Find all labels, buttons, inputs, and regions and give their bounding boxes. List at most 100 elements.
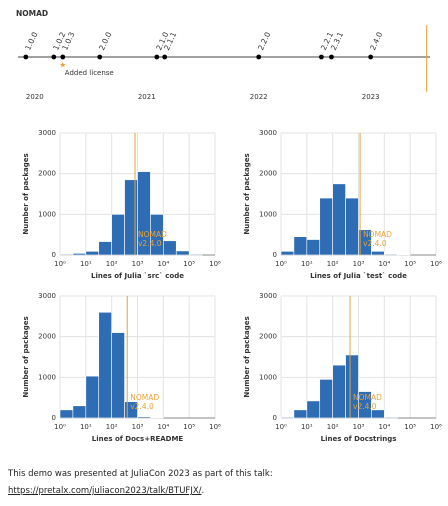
x-tick-label: 10¹ [80, 423, 92, 431]
y-axis-label: Number of packages [22, 316, 30, 397]
reference-label: NOMAD [138, 230, 167, 239]
reference-label: v2.4.0 [138, 239, 162, 248]
bar [124, 401, 138, 419]
bar [280, 416, 295, 419]
x-axis-label: Lines of Docstrings [321, 435, 397, 443]
x-tick-label: 10⁵ [404, 260, 416, 268]
bar [306, 239, 321, 256]
x-tick-label: 10⁵ [183, 423, 195, 431]
y-tick-label: 3000 [38, 129, 56, 137]
y-tick-label: 0 [273, 414, 277, 422]
x-tick-label: 10² [106, 260, 118, 268]
y-tick-label: 2000 [259, 333, 277, 341]
version-dot [256, 54, 262, 60]
version-label: 2.2.0 [256, 30, 272, 51]
y-tick-label: 1000 [259, 210, 277, 218]
reference-label: v2.4.0 [353, 402, 377, 411]
x-tick-label: 10² [327, 423, 339, 431]
bar [59, 253, 74, 256]
x-tick-label: 10⁶ [209, 260, 221, 268]
footer-text: This demo was presented at JuliaCon 2023… [8, 469, 273, 479]
bar [358, 229, 372, 256]
version-label: 2.0.0 [97, 30, 113, 51]
x-tick-label: 10⁴ [378, 423, 390, 431]
y-tick-label: 1000 [259, 373, 277, 381]
x-tick-label: 10³ [353, 260, 365, 268]
x-tick-label: 10⁴ [157, 260, 169, 268]
version-dot [329, 54, 334, 60]
y-tick-label: 0 [52, 414, 56, 422]
bar [137, 416, 151, 419]
bar [72, 253, 87, 256]
x-tick-label: 10⁰ [275, 423, 287, 431]
version-dot [60, 54, 66, 60]
bar [345, 354, 359, 419]
bar [345, 197, 359, 256]
bar [163, 240, 177, 256]
reference-label: NOMAD [353, 393, 382, 402]
x-tick-label: 10⁰ [275, 260, 287, 268]
x-tick-label: 10⁶ [209, 423, 221, 431]
version-dot [23, 54, 29, 60]
footer-link[interactable]: https://pretalx.com/juliacon2023/talk/BT… [8, 486, 202, 496]
y-tick-label: 0 [273, 251, 277, 259]
version-dot [97, 54, 103, 60]
bar [306, 400, 321, 419]
y-tick-label: 3000 [259, 292, 277, 300]
annotation-star: ★ [59, 61, 66, 70]
y-axis-label: Number of packages [22, 153, 30, 234]
bar [358, 391, 372, 419]
x-tick-label: 10⁵ [183, 260, 195, 268]
bar [371, 409, 385, 419]
x-tick-label: 10¹ [301, 260, 313, 268]
bar [98, 241, 112, 256]
footer-after: . [201, 486, 205, 496]
bar [332, 364, 346, 419]
x-tick-label: 2020 [26, 93, 44, 101]
y-tick-label: 3000 [259, 129, 277, 137]
x-tick-label: 10⁵ [404, 423, 416, 431]
reference-label: NOMAD [130, 393, 159, 402]
reference-label: v2.4.0 [130, 402, 154, 411]
x-tick-label: 10⁶ [430, 260, 442, 268]
bar [175, 250, 190, 256]
bar [293, 236, 308, 256]
bar [111, 214, 125, 256]
bar [293, 409, 308, 419]
bar [280, 251, 295, 256]
bar [371, 251, 385, 256]
x-tick-label: 2022 [250, 93, 268, 101]
reference-label: v2.4.0 [363, 239, 387, 248]
version-dot [51, 54, 57, 60]
x-tick-label: 10⁰ [54, 423, 66, 431]
bar [384, 253, 398, 256]
x-tick-label: 10⁴ [157, 423, 169, 431]
x-tick-label: 10³ [132, 260, 144, 268]
y-axis-label: Number of packages [243, 153, 251, 234]
bar [319, 197, 333, 256]
timeline-title: NOMAD [16, 9, 48, 18]
y-tick-label: 3000 [38, 292, 56, 300]
y-tick-label: 1000 [38, 373, 56, 381]
x-tick-label: 10⁰ [54, 260, 66, 268]
bar [332, 183, 346, 256]
x-tick-label: 10³ [132, 423, 144, 431]
y-tick-label: 0 [52, 251, 56, 259]
y-tick-label: 1000 [38, 210, 56, 218]
version-dot [154, 54, 160, 60]
version-dot [319, 54, 324, 60]
x-axis-label: Lines of Julia `test` code [310, 272, 407, 280]
x-tick-label: 10⁶ [430, 423, 442, 431]
bar [188, 253, 203, 256]
annotation-text: Added license [65, 69, 114, 77]
bar [384, 416, 398, 419]
x-tick-label: 10¹ [80, 260, 92, 268]
version-label: 2.4.0 [368, 30, 384, 51]
y-tick-label: 2000 [38, 170, 56, 178]
y-tick-label: 2000 [38, 333, 56, 341]
bar [72, 405, 87, 419]
x-axis-label: Lines of Docs+README [92, 435, 184, 443]
version-dot [368, 54, 374, 60]
